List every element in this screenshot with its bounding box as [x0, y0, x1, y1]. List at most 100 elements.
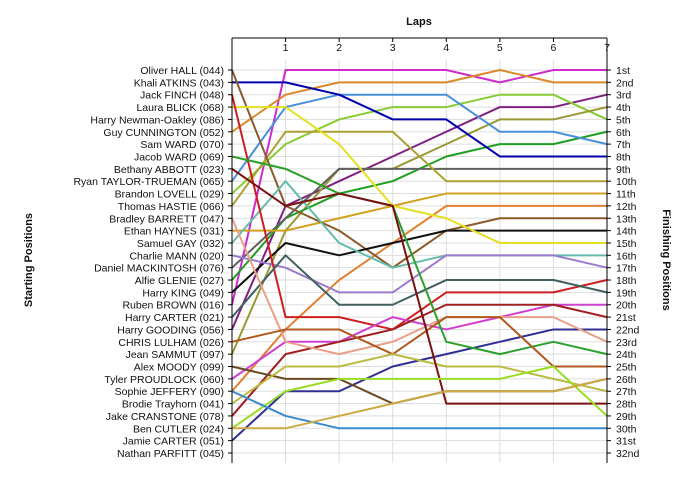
starting-position-label: Oliver HALL (044): [140, 65, 224, 77]
series-line: [231, 69, 607, 305]
series-line: [231, 155, 608, 356]
finishing-position-label: 1st: [616, 65, 630, 77]
starting-position-label: Jack FINCH (048): [140, 90, 224, 102]
series-line: [231, 204, 607, 392]
series-line: [232, 377, 608, 430]
starting-position-label: Thomas HASTIE (066): [118, 201, 224, 213]
starting-position-label: Tyler PROUDLOCK (060): [104, 374, 224, 386]
finishing-position-label: 21st: [616, 312, 636, 324]
starting-position-label: Bradley BARRETT (047): [109, 213, 224, 225]
starting-position-label: Brandon LOVELL (029): [115, 189, 224, 201]
finishing-position-label: 30th: [616, 423, 637, 435]
series-line: [231, 365, 608, 430]
starting-position-label: Bethany ABBOTT (023): [114, 164, 224, 176]
series-line: [231, 93, 608, 182]
x-tick-label: 6: [551, 42, 557, 54]
series-line: [231, 69, 607, 269]
starting-position-label: Samuel GAY (032): [137, 238, 224, 250]
finishing-position-label: 23rd: [616, 337, 637, 349]
y-left-axis-title: Starting Positions: [23, 213, 35, 307]
starting-position-label: Ryan TAYLOR-TRUEMAN (065): [73, 176, 224, 188]
series-line: [231, 303, 607, 380]
finishing-position-label: 31st: [616, 436, 636, 448]
starting-position-label: Harry CARTER (021): [125, 312, 224, 324]
series-line: [231, 316, 607, 368]
left-labels: Oliver HALL (044)Khali ATKINS (043)Jack …: [73, 65, 224, 460]
starting-position-label: Nathan PARFITT (045): [117, 448, 224, 460]
starting-position-label: Khali ATKINS (043): [134, 77, 224, 89]
finishing-position-label: 4th: [616, 102, 631, 114]
finishing-position-label: 19th: [616, 287, 637, 299]
finishing-position-label: 25th: [616, 362, 637, 374]
starting-position-label: Sophie JEFFERY (090): [115, 386, 224, 398]
finishing-position-label: 22nd: [616, 324, 640, 336]
starting-position-label: Guy CUNNINGTON (052): [103, 127, 224, 139]
starting-position-label: Harry KING (049): [142, 287, 224, 299]
starting-position-label: Harry Newman-Oakley (086): [90, 114, 224, 126]
series-line: [231, 303, 608, 417]
starting-position-label: Brodie Trayhorn (041): [122, 399, 224, 411]
finishing-position-label: 2nd: [616, 77, 634, 89]
series-line: [231, 93, 608, 195]
series-line: [232, 192, 607, 232]
starting-position-label: Jean SAMMUT (097): [126, 349, 224, 361]
series-line: [231, 93, 608, 330]
finishing-position-label: 15th: [616, 238, 637, 250]
finishing-position-label: 11th: [616, 189, 636, 201]
x-tick-label: 1: [283, 42, 289, 54]
finishing-position-label: 8th: [616, 151, 631, 163]
finishing-position-label: 17th: [616, 263, 637, 275]
finishing-position-label: 18th: [616, 275, 637, 287]
starting-position-label: Ruben BROWN (016): [122, 300, 224, 312]
x-tick-label: 2: [336, 42, 342, 54]
series-line: [231, 94, 608, 331]
starting-position-label: Jacob WARD (069): [134, 151, 224, 163]
starting-position-label: CHRIS LULHAM (026): [118, 337, 224, 349]
finishing-position-label: 26th: [616, 374, 637, 386]
starting-position-label: Ben CUTLER (024): [133, 423, 224, 435]
finishing-position-label: 32nd: [616, 448, 640, 460]
finishing-position-label: 10th: [616, 176, 637, 188]
starting-position-label: Jake CRANSTONE (078): [106, 411, 224, 423]
starting-position-label: Alfie GLENIE (027): [135, 275, 224, 287]
series-line: [231, 168, 607, 405]
finishing-position-label: 13th: [616, 213, 637, 225]
x-tick-label: 5: [497, 42, 503, 54]
finishing-position-label: 27th: [616, 386, 637, 398]
starting-position-label: Ethan HAYNES (031): [124, 226, 224, 238]
finishing-position-label: 12th: [616, 201, 637, 213]
series-line: [231, 353, 608, 405]
series-line: [231, 328, 607, 442]
finishing-position-label: 14th: [616, 226, 637, 238]
series-line: [232, 106, 607, 244]
series-line: [231, 254, 608, 318]
finishing-position-label: 29th: [616, 411, 637, 423]
series-line: [231, 229, 607, 294]
starting-position-label: Harry GOODING (056): [117, 324, 224, 336]
starting-position-label: Alex MOODY (099): [134, 362, 224, 374]
series-line: [232, 81, 607, 158]
finishing-position-label: 28th: [616, 399, 637, 411]
finishing-position-label: 16th: [616, 250, 637, 262]
finishing-position-label: 3rd: [616, 90, 631, 102]
series-lines: [231, 69, 608, 442]
series-line: [231, 217, 608, 356]
x-axis-title: Laps: [406, 16, 432, 28]
series-line: [231, 130, 607, 207]
right-labels: 1st2nd3rd4th5th6th7th8th9th10th11th12th1…: [616, 65, 640, 460]
finishing-position-label: 6th: [616, 127, 631, 139]
x-tick-labels: 1 2 3 4 5 6 7: [283, 42, 610, 54]
x-tick-label: 7: [604, 42, 610, 54]
starting-position-label: Daniel MACKINTOSH (076): [94, 263, 224, 275]
x-tick-label: 4: [443, 42, 449, 54]
starting-position-label: Charlie MANN (020): [129, 250, 224, 262]
finishing-position-label: 24th: [616, 349, 637, 361]
starting-position-label: Jamie CARTER (051): [123, 436, 224, 448]
finishing-position-label: 9th: [616, 164, 631, 176]
series-line: [231, 69, 607, 133]
starting-position-label: Laura BLICK (068): [136, 102, 224, 114]
finishing-position-label: 20th: [616, 300, 637, 312]
x-tick-label: 3: [390, 42, 396, 54]
starting-position-label: Sam WARD (070): [140, 139, 224, 151]
